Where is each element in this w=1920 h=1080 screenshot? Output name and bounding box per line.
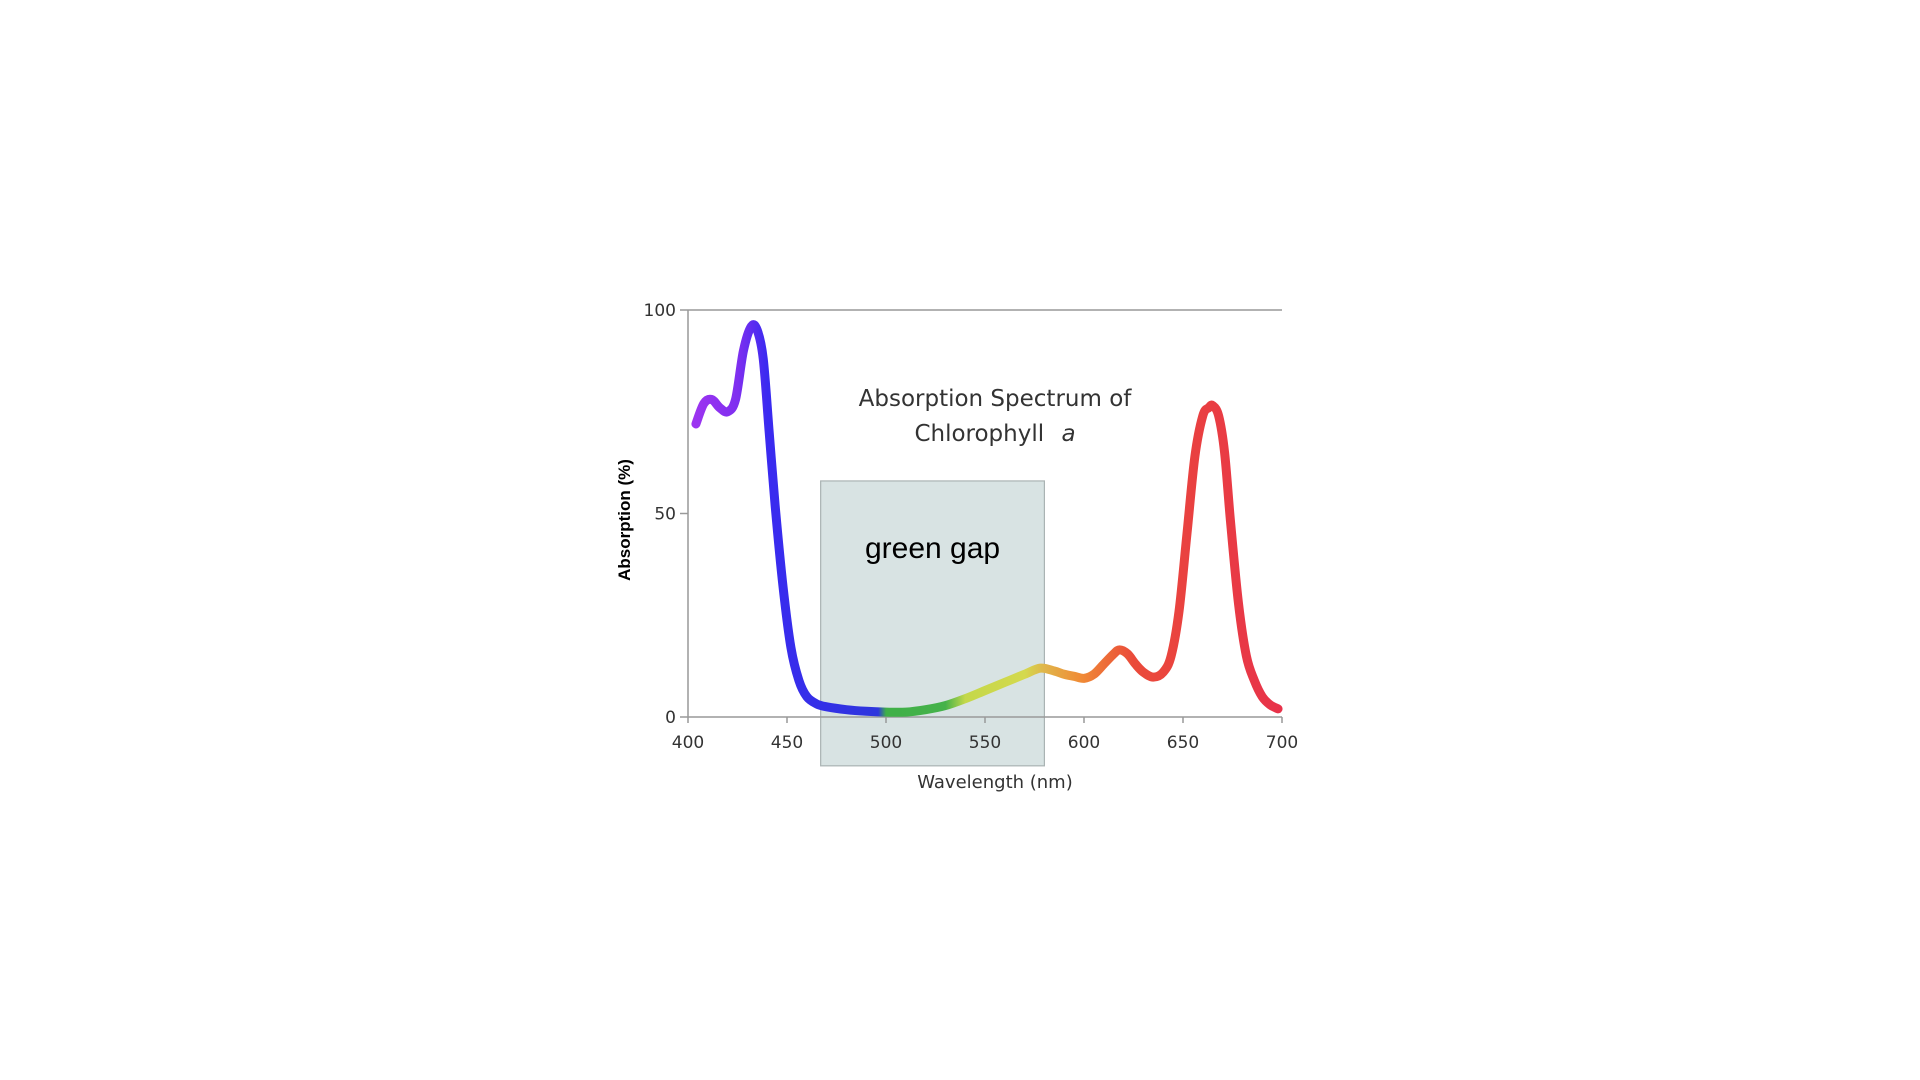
x-tick-label: 650 — [1167, 733, 1199, 753]
x-axis-title: Wavelength (nm) — [917, 772, 1073, 793]
y-tick-label: 100 — [644, 301, 676, 321]
chart-title-line2-italic: a — [1061, 421, 1075, 447]
x-tick-label: 500 — [870, 733, 902, 753]
green-gap-region — [820, 480, 1045, 767]
x-tick-label: 700 — [1266, 733, 1298, 753]
x-tick-label: 600 — [1068, 733, 1100, 753]
x-tick-label: 550 — [969, 733, 1001, 753]
chart-title-line2-text: Chlorophyll — [914, 421, 1044, 447]
chart-title-line2: Chlorophyll a — [914, 421, 1075, 447]
x-tick-label: 400 — [672, 733, 704, 753]
green-gap-label: green gap — [865, 532, 1000, 565]
chart-title-line1: Absorption Spectrum of — [859, 386, 1133, 412]
x-tick-label: 450 — [771, 733, 803, 753]
y-tick-label: 0 — [665, 708, 676, 728]
absorption-curve — [691, 320, 1283, 717]
y-tick-label: 50 — [654, 505, 676, 525]
y-axis-title: Absorption (%) — [615, 459, 634, 581]
